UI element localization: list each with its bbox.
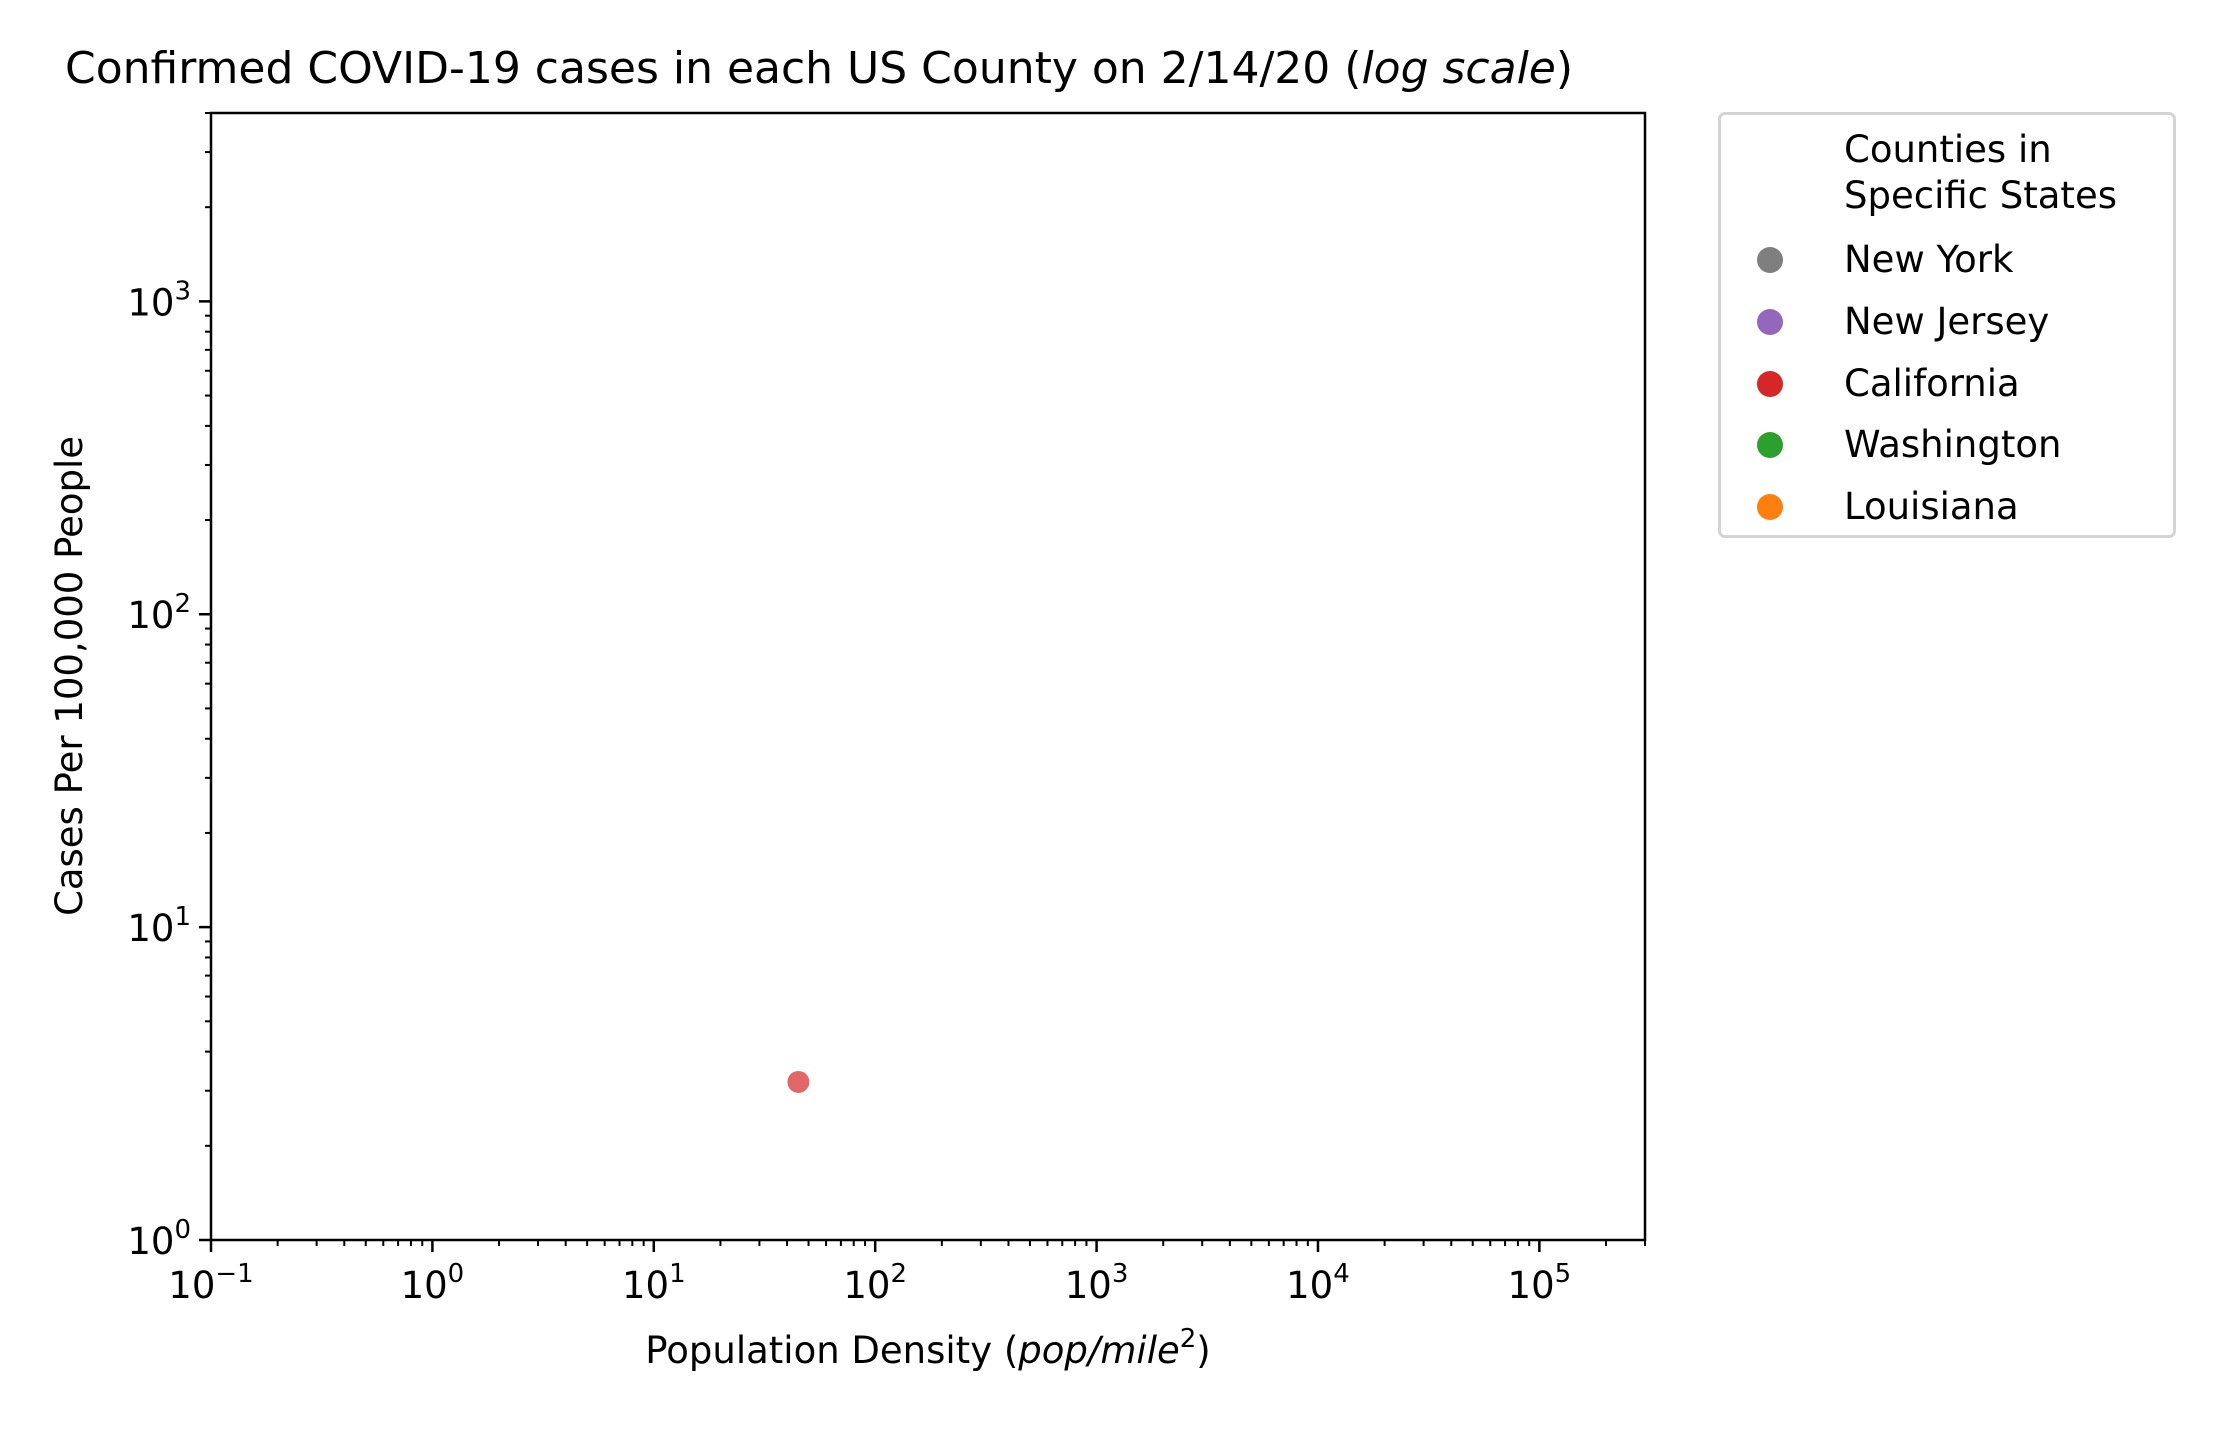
x-tick-label--1: 10−1 [168, 1259, 253, 1307]
legend-marker-washington [1757, 432, 1783, 458]
legend-label-washington: Washington [1844, 423, 2062, 466]
x-tick-label-1: 101 [622, 1259, 686, 1307]
x-tick-label-5: 105 [1508, 1259, 1572, 1307]
y-tick-exponent: 3 [174, 276, 191, 306]
x-axis-label-italic: pop/mile [1017, 1329, 1179, 1372]
x-axis-label: Population Density (pop/mile2) [645, 1324, 1210, 1372]
legend: Counties in Specific States New York New… [1718, 112, 2176, 538]
legend-label-new-jersey: New Jersey [1844, 300, 2050, 343]
chart-title-italic: log scale [1361, 43, 1555, 94]
x-axis-label-suffix: ) [1196, 1329, 1210, 1372]
x-tick-exponent: 2 [890, 1259, 907, 1289]
y-tick-label-1: 101 [127, 902, 191, 950]
chart-title: Confirmed COVID-19 cases in each US Coun… [65, 43, 1573, 94]
x-axis-label-sup: 2 [1180, 1324, 1197, 1354]
y-tick-base: 10 [127, 1220, 174, 1263]
chart-title-suffix: ) [1556, 43, 1573, 94]
legend-title: Counties in Specific States [1844, 127, 2117, 219]
y-tick-exponent: 0 [174, 1215, 191, 1245]
x-tick-exponent: 3 [1112, 1259, 1129, 1289]
legend-item-california: California [1757, 361, 2167, 407]
legend-title-line-2: Specific States [1844, 174, 2117, 217]
x-tick-base: 10 [843, 1264, 890, 1307]
legend-title-line-1: Counties in [1844, 128, 2052, 171]
legend-marker-new-jersey [1757, 309, 1783, 335]
legend-marker-new-york [1757, 247, 1783, 273]
legend-marker-california [1757, 371, 1783, 397]
plot-points [787, 1070, 810, 1093]
x-tick-label-3: 103 [1065, 1259, 1129, 1307]
y-tick-base: 10 [127, 907, 174, 950]
plot-area [209, 111, 1647, 1242]
x-tick-label-0: 100 [401, 1259, 465, 1307]
x-tick-label-4: 104 [1286, 1259, 1350, 1307]
x-tick-base: 10 [168, 1264, 215, 1307]
data-point-california [787, 1070, 810, 1093]
y-tick-label-3: 103 [127, 276, 191, 324]
x-axis-label-prefix: Population Density ( [645, 1329, 1018, 1372]
legend-marker-louisiana [1757, 494, 1783, 520]
y-tick-exponent: 1 [174, 902, 191, 932]
legend-item-new-jersey: New Jersey [1757, 299, 2167, 345]
x-tick-label-2: 102 [843, 1259, 907, 1307]
legend-item-louisiana: Louisiana [1757, 484, 2167, 530]
y-tick-base: 10 [127, 594, 174, 637]
y-tick-label-2: 102 [127, 589, 191, 637]
x-tick-exponent: 1 [669, 1259, 686, 1289]
x-axis: 10−1 100 101 102 103 104 105 [168, 1240, 1646, 1307]
x-tick-exponent: 5 [1555, 1259, 1572, 1289]
x-tick-exponent: 0 [448, 1259, 465, 1289]
x-tick-base: 10 [1508, 1264, 1555, 1307]
legend-label-california: California [1844, 362, 2020, 405]
y-axis-label: Cases Per 100,000 People [48, 436, 91, 916]
y-tick-exponent: 2 [174, 589, 191, 619]
x-tick-exponent: −1 [215, 1259, 253, 1289]
legend-label-louisiana: Louisiana [1844, 485, 2019, 528]
x-tick-base: 10 [1065, 1264, 1112, 1307]
x-tick-exponent: 4 [1333, 1259, 1350, 1289]
chart-title-prefix: Confirmed COVID-19 cases in each US Coun… [65, 43, 1361, 94]
legend-item-washington: Washington [1757, 422, 2167, 468]
legend-label-new-york: New York [1844, 238, 2014, 281]
y-tick-base: 10 [127, 281, 174, 324]
x-tick-base: 10 [1286, 1264, 1333, 1307]
legend-item-new-york: New York [1757, 237, 2167, 283]
y-tick-label-0: 100 [127, 1215, 191, 1263]
x-tick-base: 10 [401, 1264, 448, 1307]
x-tick-base: 10 [622, 1264, 669, 1307]
